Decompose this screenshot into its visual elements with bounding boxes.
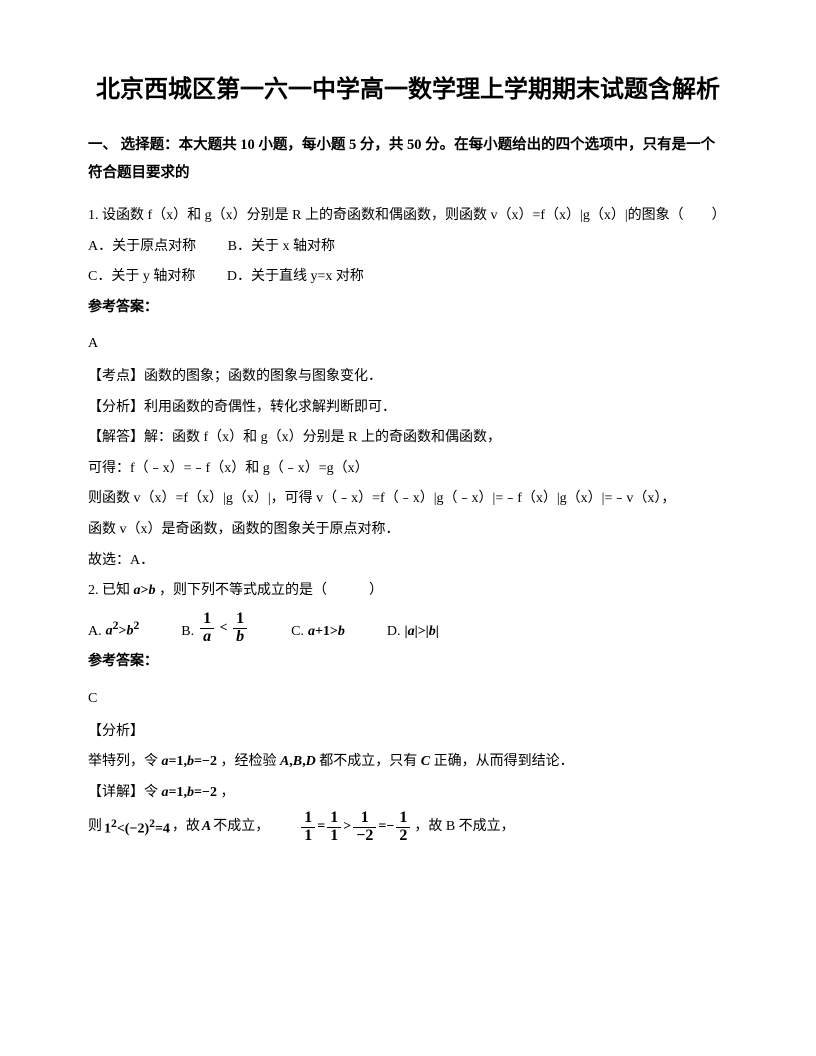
q1-p3: 【解答】解：函数 f（x）和 g（x）分别是 R 上的奇函数和偶函数， [88, 425, 728, 452]
q1-optA: A．关于原点对称 [88, 239, 196, 254]
q1-p6: 函数 v（x）是奇函数，函数的图象关于原点对称． [88, 517, 728, 544]
q2-p4-A: A [202, 814, 211, 841]
q2-optD: D. |a|>|b| [387, 619, 439, 646]
q2-p4-ineq2: 11= 11> 1−2=− 12 [299, 810, 412, 845]
q2-p2-ABD: A,B,D [280, 754, 316, 769]
q2-p3-vals: a=1,b=−2 [162, 785, 217, 800]
q1-optD: D．关于直线 y=x 对称 [227, 269, 364, 284]
q2-stem: 2. 已知 a>b ，则下列不等式成立的是（ ） [88, 578, 728, 605]
q2-optA: A. a2>b2 [88, 615, 139, 645]
q2-optC: C. a+1>b [291, 619, 345, 646]
q1-options-row2: C．关于 y 轴对称 D．关于直线 y=x 对称 [88, 264, 728, 291]
q2-p4c: 不成立， [213, 814, 269, 841]
q1-optB: B．关于 x 轴对称 [228, 239, 335, 254]
q1-p1: 【考点】函数的图象；函数的图象与图象变化． [88, 364, 728, 391]
q1-p7: 故选：A． [88, 548, 728, 575]
q2-p4a: 则 [88, 814, 102, 841]
q2-optB: B. 1a < 1b [181, 611, 249, 646]
q1-p4: 可得：f（﹣x）=﹣f（x）和 g（﹣x）=g（x） [88, 456, 728, 483]
q1-answer-letter: A [88, 331, 728, 358]
page-title: 北京西城区第一六一中学高一数学理上学期期末试题含解析 [88, 72, 728, 108]
q2-p2-C: C [421, 754, 430, 769]
q2-p3: 【详解】令 a=1,b=−2 ， [88, 780, 728, 807]
q1-p2: 【分析】利用函数的奇偶性，转化求解判断即可． [88, 395, 728, 422]
q2-cond: a>b [134, 583, 156, 598]
q2-p2d: 正确，从而得到结论． [434, 754, 574, 769]
q2-p3b: ， [220, 785, 234, 800]
q2-p2b: ，经检验 [220, 754, 276, 769]
q1-options-row1: A．关于原点对称 B．关于 x 轴对称 [88, 234, 728, 261]
section-1-heading: 一、 选择题：本大题共 10 小题，每小题 5 分，共 50 分。在每小题给出的… [88, 132, 728, 187]
q2-p3a: 【详解】令 [88, 785, 158, 800]
q2-p4-ineq1: 12<(−2)2=4 [104, 813, 170, 843]
q2-p4: 则 12<(−2)2=4 ，故 A 不成立， 11= 11> 1−2=− 12 … [88, 810, 728, 845]
q2-p1: 【分析】 [88, 719, 728, 746]
q2-p2: 举特列，令 a=1,b=−2 ，经检验 A,B,D 都不成立，只有 C 正确，从… [88, 749, 728, 776]
q2-stem-post: ，则下列不等式成立的是（ ） [159, 583, 383, 598]
q1-answer-label: 参考答案： [88, 295, 728, 322]
q2-options: A. a2>b2 B. 1a < 1b C. a+1>b D. |a|>|b| [88, 611, 728, 646]
q1-optC: C．关于 y 轴对称 [88, 269, 195, 284]
q2-answer-letter: C [88, 686, 728, 713]
q2-p2a: 举特列，令 [88, 754, 158, 769]
q2-p2-vals: a=1,b=−2 [162, 754, 217, 769]
q1-stem: 1. 设函数 f（x）和 g（x）分别是 R 上的奇函数和偶函数，则函数 v（x… [88, 203, 728, 230]
q2-stem-pre: 2. 已知 [88, 583, 130, 598]
q2-p4b: ，故 [172, 814, 200, 841]
q2-answer-label: 参考答案： [88, 649, 728, 676]
q2-p4d: ，故 B 不成立， [414, 814, 514, 841]
q1-p5: 则函数 v（x）=f（x）|g（x）|，可得 v（﹣x）=f（﹣x）|g（﹣x）… [88, 486, 728, 513]
q2-p2c: 都不成立，只有 [319, 754, 417, 769]
